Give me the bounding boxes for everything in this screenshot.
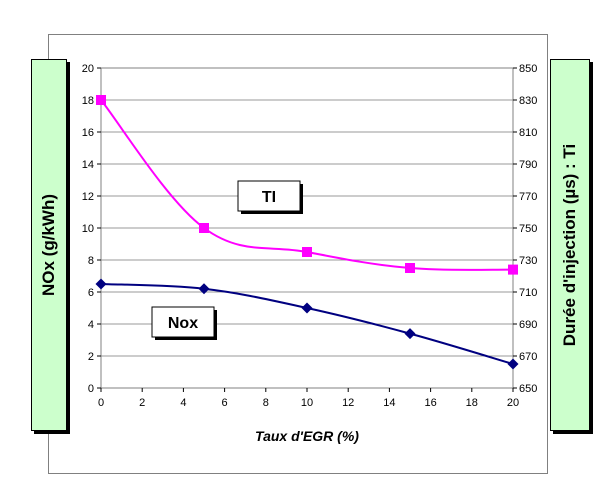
x-tick-label: 20: [507, 397, 519, 409]
nox-data-point: [301, 302, 313, 314]
right-tick-label: 670: [519, 351, 537, 363]
right-axis-ticks: 650 670 690 710 730 750 770 790 810 830 850: [513, 63, 537, 395]
nox-data-point: [404, 328, 416, 340]
ti-data-point: [508, 264, 518, 275]
x-tick-label: 2: [139, 397, 145, 409]
x-tick-label: 10: [301, 397, 313, 409]
left-tick-label: 0: [88, 383, 94, 395]
x-tick-label: 4: [180, 397, 186, 409]
left-tick-label: 6: [88, 287, 94, 299]
x-tick-label: 18: [466, 397, 478, 409]
ti-data-point: [199, 223, 209, 233]
series-layer: [95, 95, 519, 370]
chart-frame: [48, 34, 548, 474]
left-tick-label: 2: [88, 351, 94, 363]
nox-data-point: [198, 283, 210, 295]
nox-data-point: [507, 358, 519, 370]
left-axis-title-box: NOx (g/kWh): [31, 59, 67, 431]
left-tick-label: 18: [82, 95, 94, 107]
right-tick-label: 830: [519, 95, 537, 107]
nox-annotation-label: Nox: [168, 315, 198, 332]
x-axis-ticks: 0 2 4 6 8 10 12 14 16 18 20: [98, 388, 519, 409]
x-axis-title: Taux d'EGR (%): [255, 428, 359, 444]
left-axis-ticks: 0 2 4 6 8 10 12 14 16 18 20: [82, 63, 101, 395]
left-tick-label: 20: [82, 63, 94, 75]
right-tick-label: 690: [519, 319, 537, 331]
right-tick-label: 770: [519, 191, 537, 203]
x-tick-label: 6: [222, 397, 228, 409]
right-tick-label: 710: [519, 287, 537, 299]
ti-data-point: [302, 247, 312, 257]
right-tick-label: 850: [519, 63, 537, 75]
left-tick-label: 10: [82, 223, 94, 235]
right-tick-label: 810: [519, 127, 537, 139]
grid-lines: [101, 99, 513, 357]
right-tick-label: 650: [519, 383, 537, 395]
x-tick-label: 0: [98, 397, 104, 409]
ti-annotation-label: TI: [262, 189, 276, 206]
ti-annotation: TI: [237, 180, 303, 214]
x-tick-label: 12: [342, 397, 354, 409]
nox-annotation: Nox: [151, 306, 217, 340]
ti-data-point: [96, 95, 106, 105]
left-tick-label: 4: [88, 319, 94, 331]
right-tick-label: 750: [519, 223, 537, 235]
ti-series-line: [100, 99, 514, 271]
x-tick-label: 16: [424, 397, 436, 409]
left-tick-label: 8: [88, 255, 94, 267]
left-tick-label: 12: [82, 191, 94, 203]
right-tick-label: 790: [519, 159, 537, 171]
right-tick-label: 730: [519, 255, 537, 267]
ti-data-point: [405, 263, 415, 273]
left-tick-label: 16: [82, 127, 94, 139]
right-axis-title-box: Durée d'injection (µs) : Ti: [550, 59, 590, 431]
nox-data-point: [95, 278, 107, 290]
left-tick-label: 14: [82, 159, 94, 171]
x-tick-label: 14: [383, 397, 395, 409]
x-tick-label: 8: [263, 397, 269, 409]
